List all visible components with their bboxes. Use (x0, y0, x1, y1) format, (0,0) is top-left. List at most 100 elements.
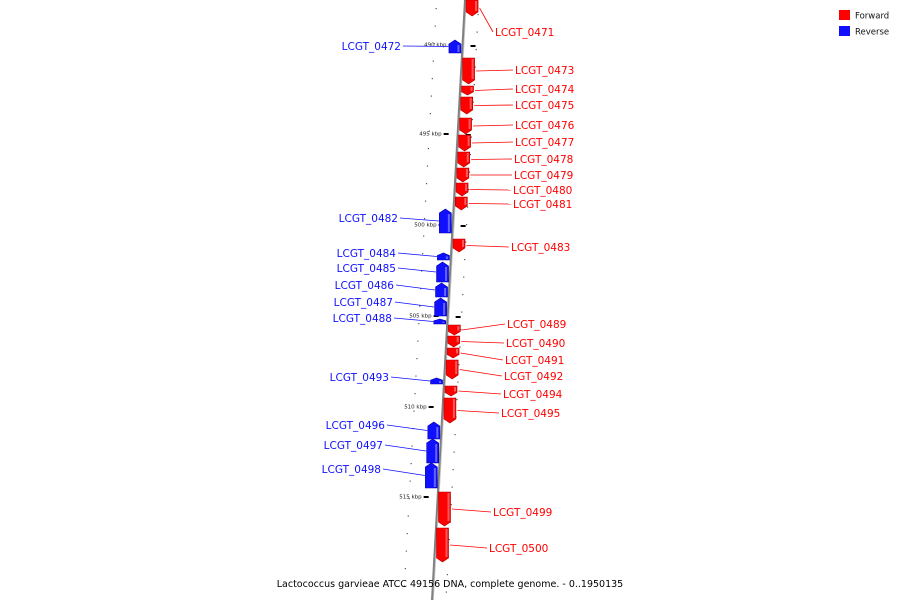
minor-tick-left (411, 445, 413, 447)
gene-label[interactable]: LCGT_0472 (342, 41, 401, 53)
gene-arrow[interactable] (427, 421, 441, 440)
legend: Forward Reverse (839, 10, 889, 38)
gene-arrow[interactable] (459, 117, 472, 135)
gene-label[interactable]: LCGT_0481 (513, 199, 572, 211)
gene-arrow[interactable] (455, 196, 468, 211)
major-tick (470, 45, 476, 47)
gene-arrow[interactable] (433, 318, 447, 325)
gene-arrow[interactable] (425, 462, 438, 489)
scale-label: 500 kbp (414, 223, 437, 229)
gene-leader-line (461, 341, 505, 344)
scale-label: 515 kbp (399, 495, 422, 501)
gene-arrow[interactable] (461, 85, 474, 96)
gene-leader-line (384, 444, 427, 452)
gene-label[interactable]: LCGT_0484 (337, 248, 397, 260)
minor-tick-right (460, 329, 462, 331)
gene-arrow-highlight (467, 136, 470, 146)
minor-tick-left (415, 375, 417, 377)
gene-label[interactable]: LCGT_0474 (515, 84, 575, 96)
gene-leader-line (466, 245, 510, 248)
gene-arrow[interactable] (465, 0, 479, 17)
minor-tick-right (454, 434, 456, 436)
minor-tick-left (416, 358, 418, 360)
gene-arrow[interactable] (455, 182, 469, 197)
legend-forward-label: Forward (855, 12, 889, 22)
gene-arrow[interactable] (462, 57, 475, 85)
gene-arrow[interactable] (434, 297, 447, 317)
gene-arrow[interactable] (443, 397, 457, 424)
gene-label[interactable]: LCGT_0473 (515, 65, 574, 77)
gene-label[interactable]: LCGT_0498 (322, 464, 381, 476)
gene-leader-line (461, 323, 506, 331)
major-tick (443, 133, 449, 135)
minor-tick-left (408, 498, 410, 500)
gene-leader-line (449, 544, 488, 549)
minor-tick-right (463, 276, 465, 278)
gene-label[interactable]: LCGT_0489 (507, 319, 566, 331)
legend-reverse-swatch (839, 26, 850, 36)
gene-leader-line (451, 508, 492, 513)
minor-tick-left (414, 393, 416, 395)
minor-tick-left (432, 60, 434, 62)
minor-tick-right (459, 346, 461, 348)
gene-arrow[interactable] (458, 134, 471, 152)
gene-label[interactable]: LCGT_0479 (514, 170, 573, 182)
gene-leader-line (382, 468, 425, 476)
gene-leader-line (457, 410, 500, 414)
gene-label[interactable]: LCGT_0480 (513, 185, 572, 197)
gene-label[interactable]: LCGT_0490 (506, 338, 565, 350)
gene-leader-line (395, 284, 436, 291)
gene-arrow[interactable] (452, 238, 466, 253)
gene-label[interactable]: LCGT_0477 (515, 137, 574, 149)
gene-label[interactable]: LCGT_0486 (335, 280, 395, 292)
gene-label[interactable]: LCGT_0485 (337, 263, 396, 275)
gene-label[interactable]: LCGT_0487 (334, 297, 393, 309)
gene-label[interactable]: LCGT_0478 (514, 154, 573, 166)
gene-arrow[interactable] (447, 335, 461, 348)
gene-leader-line (402, 45, 449, 47)
gene-arrow[interactable] (460, 96, 473, 115)
gene-arrow[interactable] (444, 385, 458, 397)
minor-tick-right (475, 49, 477, 51)
gene-arrow[interactable] (448, 39, 462, 54)
gene-arrow[interactable] (438, 491, 451, 527)
gene-label[interactable]: LCGT_0497 (324, 440, 383, 452)
gene-label[interactable]: LCGT_0482 (339, 213, 398, 225)
minor-tick-right (457, 381, 459, 383)
gene-arrow[interactable] (457, 151, 471, 168)
gene-label[interactable]: LCGT_0471 (495, 27, 554, 39)
gene-label[interactable]: LCGT_0493 (330, 372, 389, 384)
minor-tick-right (446, 574, 448, 576)
minor-tick-left (426, 165, 429, 167)
gene-label[interactable]: LCGT_0483 (511, 242, 570, 254)
gene-label[interactable]: LCGT_0475 (515, 100, 574, 112)
gene-label[interactable]: LCGT_0500 (489, 543, 548, 555)
legend-reverse-label: Reverse (855, 28, 889, 38)
gene-arrow[interactable] (448, 324, 461, 336)
gene-arrow[interactable] (445, 359, 459, 380)
gene-arrow[interactable] (436, 261, 449, 283)
minor-tick-right (452, 469, 454, 471)
gene-label[interactable]: LCGT_0488 (333, 313, 392, 325)
gene-arrow[interactable] (439, 208, 452, 234)
gene-label[interactable]: LCGT_0496 (326, 420, 386, 432)
gene-arrow[interactable] (435, 282, 448, 298)
minor-tick-right (456, 399, 458, 401)
gene-label[interactable]: LCGT_0494 (503, 389, 563, 401)
gene-label[interactable]: LCGT_0495 (501, 408, 560, 420)
gene-arrow[interactable] (436, 527, 449, 563)
gene-arrow[interactable] (426, 438, 439, 464)
gene-arrow[interactable] (456, 167, 470, 183)
gene-label[interactable]: LCGT_0491 (505, 355, 564, 367)
gene-label[interactable]: LCGT_0499 (493, 507, 552, 519)
gene-arrow-highlight (466, 153, 469, 162)
minor-tick-right (445, 591, 447, 593)
minor-tick-left (428, 130, 431, 132)
gene-label[interactable]: LCGT_0476 (515, 120, 575, 132)
gene-label[interactable]: LCGT_0492 (504, 371, 563, 383)
gene-arrow[interactable] (437, 252, 450, 261)
gene-arrow-highlight (475, 1, 478, 11)
gene-arrow[interactable] (446, 347, 460, 359)
gene-arrow[interactable] (430, 377, 443, 385)
